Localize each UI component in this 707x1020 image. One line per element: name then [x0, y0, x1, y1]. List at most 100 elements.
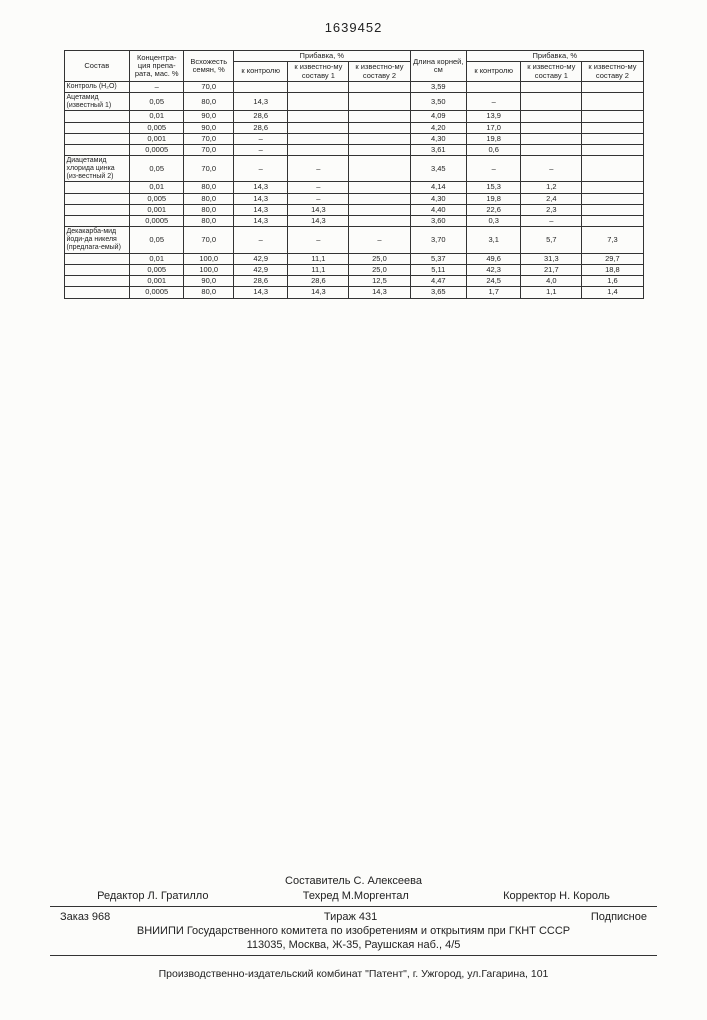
data-cell: 0,01	[130, 182, 184, 193]
data-cell: 80,0	[184, 287, 234, 298]
th-sostav: Состав	[64, 51, 130, 82]
data-cell: 0,005	[130, 193, 184, 204]
data-cell: 28,6	[288, 276, 349, 287]
data-cell: 70,0	[184, 133, 234, 144]
table-row: Ацетамид (известный 1)0,0580,014,33,50–	[64, 93, 643, 111]
data-cell: 0,05	[130, 156, 184, 182]
data-cell: 14,3	[234, 182, 288, 193]
data-cell	[521, 145, 582, 156]
data-cell	[288, 93, 349, 111]
editor: Редактор Л. Гратилло	[97, 890, 208, 902]
data-cell: 0,001	[130, 276, 184, 287]
page-number: 1639452	[0, 20, 707, 35]
data-cell: –	[234, 156, 288, 182]
data-cell: 3,50	[410, 93, 467, 111]
data-cell	[467, 81, 521, 92]
data-cell: 14,3	[234, 193, 288, 204]
th-6b: к известно-му составу 1	[521, 62, 582, 82]
subscription: Подписное	[591, 911, 647, 923]
data-cell: 31,3	[521, 253, 582, 264]
row-label-cell: Контроль (H₂O)	[64, 81, 130, 92]
data-cell: 4,14	[410, 182, 467, 193]
table-row: 0,0190,028,64,0913,9	[64, 111, 643, 122]
data-cell	[582, 204, 643, 215]
data-cell: 42,3	[467, 264, 521, 275]
data-cell: 70,0	[184, 227, 234, 253]
data-cell: 28,6	[234, 122, 288, 133]
table-row: 0,000570,0–3,610,6	[64, 145, 643, 156]
data-cell: 4,47	[410, 276, 467, 287]
data-cell: –	[521, 156, 582, 182]
data-cell	[521, 133, 582, 144]
data-cell	[288, 122, 349, 133]
table-row: 0,00590,028,6 4,2017,0	[64, 122, 643, 133]
data-cell: –	[288, 227, 349, 253]
row-label-cell	[64, 145, 130, 156]
data-cell: 5,7	[521, 227, 582, 253]
data-cell: 29,7	[582, 253, 643, 264]
data-cell: 3,45	[410, 156, 467, 182]
th-4b: к известно-му составу 1	[288, 62, 349, 82]
data-cell	[349, 204, 410, 215]
data-cell: 1,2	[521, 182, 582, 193]
order-line: Заказ 968 Тираж 431 Подписное	[0, 911, 707, 923]
data-cell: 0,3	[467, 216, 521, 227]
data-cell: –	[467, 93, 521, 111]
row-label-cell: Ацетамид (известный 1)	[64, 93, 130, 111]
data-cell: 28,6	[234, 111, 288, 122]
data-cell: 12,5	[349, 276, 410, 287]
data-cell: 14,3	[288, 287, 349, 298]
data-cell: 80,0	[184, 193, 234, 204]
th-rootlen: Длина корней, см	[410, 51, 467, 82]
tirage: Тираж 431	[324, 911, 377, 923]
credits-line-1: Составитель С. Алексеева	[0, 875, 707, 887]
data-cell	[234, 81, 288, 92]
data-cell	[521, 122, 582, 133]
row-label-cell	[64, 276, 130, 287]
data-cell: –	[234, 145, 288, 156]
table-row: 0,005100,042,911,125,05,1142,321,718,8	[64, 264, 643, 275]
publisher-line: Производственно-издательский комбинат "П…	[0, 968, 707, 980]
row-label-cell	[64, 216, 130, 227]
data-cell: 24,5	[467, 276, 521, 287]
data-cell	[582, 133, 643, 144]
data-cell: 4,40	[410, 204, 467, 215]
data-cell	[582, 145, 643, 156]
data-cell: 14,3	[234, 93, 288, 111]
footer-block: Составитель С. Алексеева Редактор Л. Гра…	[0, 875, 707, 980]
data-cell: 11,1	[288, 264, 349, 275]
data-cell: 13,9	[467, 111, 521, 122]
table-row: Декакарба-мид йоди-да никеля (предлага-е…	[64, 227, 643, 253]
data-cell	[349, 182, 410, 193]
data-cell	[288, 145, 349, 156]
data-cell: 90,0	[184, 122, 234, 133]
data-cell: –	[349, 227, 410, 253]
address-line: 113035, Москва, Ж-35, Раушская наб., 4/5	[0, 939, 707, 951]
data-cell	[349, 193, 410, 204]
data-cell: –	[288, 156, 349, 182]
th-germination: Всхожесть семян, %	[184, 51, 234, 82]
data-cell: 14,3	[234, 216, 288, 227]
data-cell: 5,37	[410, 253, 467, 264]
data-cell: 4,0	[521, 276, 582, 287]
data-cell: –	[234, 227, 288, 253]
data-cell: 4,20	[410, 122, 467, 133]
table-row: 0,00180,014,314,34,4022,62,3	[64, 204, 643, 215]
data-cell: 5,11	[410, 264, 467, 275]
data-cell: 17,0	[467, 122, 521, 133]
data-cell: 0,005	[130, 122, 184, 133]
data-cell: 70,0	[184, 81, 234, 92]
data-cell: 3,1	[467, 227, 521, 253]
th-pribavka2: Прибавка, %	[467, 51, 643, 62]
data-cell: 18,8	[582, 264, 643, 275]
data-cell: 70,0	[184, 156, 234, 182]
data-cell	[288, 111, 349, 122]
data-cell: 0,05	[130, 93, 184, 111]
table-row: 0,0180,014,3–4,1415,31,2	[64, 182, 643, 193]
data-cell	[349, 111, 410, 122]
data-cell: 70,0	[184, 145, 234, 156]
row-label-cell	[64, 193, 130, 204]
data-cell: 42,9	[234, 253, 288, 264]
data-cell	[521, 111, 582, 122]
data-cell: 90,0	[184, 276, 234, 287]
